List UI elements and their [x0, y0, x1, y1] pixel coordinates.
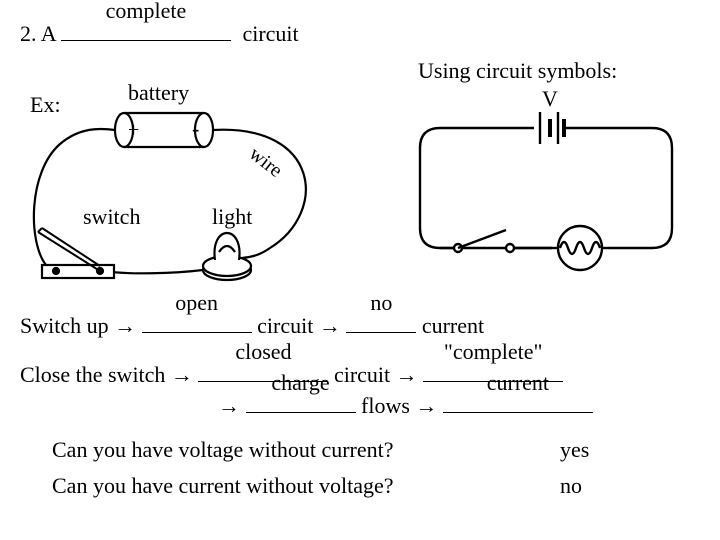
heading-suffix: circuit — [242, 21, 298, 46]
switch-up-blank1: open — [142, 313, 252, 338]
battery-minus: - — [192, 116, 199, 141]
close-mid: circuit → — [328, 362, 423, 387]
heading-fill: complete — [106, 0, 187, 24]
switch-up-blank2: no — [346, 313, 416, 338]
pictorial-circuit: + - wire — [20, 52, 360, 292]
arrow1: → — [218, 393, 246, 418]
symbolic-circuit — [400, 100, 700, 290]
switch-up-prefix: Switch up → — [20, 313, 142, 338]
close-fill1: closed — [235, 339, 291, 365]
heading-line: 2. A complete circuit — [20, 18, 700, 52]
wire-label: wire — [245, 143, 287, 182]
symbolic-heading: Using circuit symbols: — [418, 58, 617, 84]
flows-mid: flows → — [356, 393, 443, 418]
question-2: Can you have current without voltage? — [52, 473, 700, 499]
switch-up-line: Switch up → open circuit → no current — [20, 310, 700, 339]
heading-prefix: 2. A — [20, 21, 61, 46]
heading-blank: complete — [61, 21, 231, 46]
battery-plus: + — [128, 119, 139, 141]
current-fill: current — [487, 370, 549, 396]
question-1: Can you have voltage without current? — [52, 437, 700, 463]
close-switch-line1: Close the switch → closed circuit → "com… — [20, 359, 700, 388]
switch-up-suffix: current — [416, 313, 484, 338]
current-blank: current — [443, 393, 593, 418]
charge-blank: charge — [246, 393, 356, 418]
answer-1: yes — [560, 437, 589, 463]
close-switch-line2: → charge flows → current — [20, 390, 700, 419]
switch-up-mid: circuit → — [252, 313, 347, 338]
close-fill2: "complete" — [444, 339, 543, 365]
close-prefix: Close the switch → — [20, 362, 198, 387]
switch-up-fill2: no — [370, 290, 392, 316]
charge-fill: charge — [271, 370, 329, 396]
diagram-area: Ex: battery switch light — [20, 52, 700, 292]
switch-up-fill1: open — [175, 290, 218, 316]
answer-2: no — [560, 473, 582, 499]
